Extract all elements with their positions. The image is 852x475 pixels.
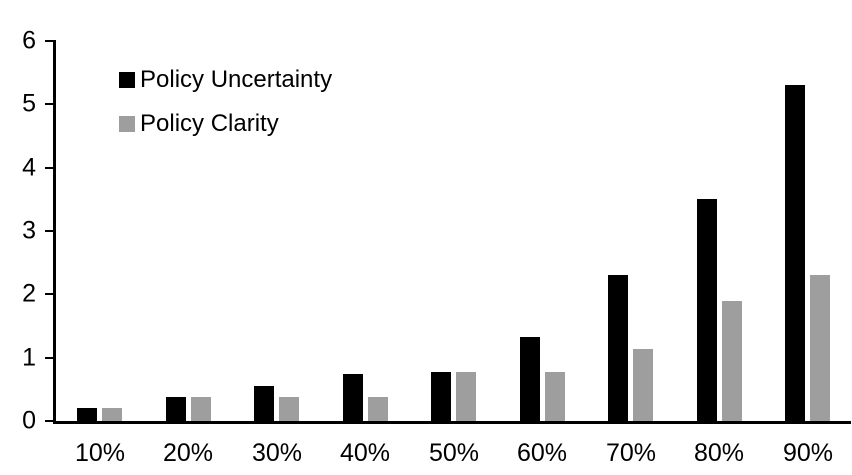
legend: Policy Uncertainty Policy Clarity: [119, 64, 332, 152]
bar-policy-clarity-60%: [545, 372, 565, 421]
x-category-label-20%: 20%: [162, 439, 214, 467]
y-tick-mark-5: [45, 103, 53, 105]
policy-uncertainty-label: Policy Uncertainty: [140, 66, 333, 93]
bar-policy-clarity-20%: [191, 397, 211, 421]
bar-policy-clarity-10%: [102, 408, 122, 421]
y-tick-mark-0: [45, 420, 53, 422]
bar-policy-clarity-70%: [633, 349, 653, 421]
bar-policy-clarity-90%: [810, 275, 830, 421]
x-category-label-70%: 70%: [605, 439, 657, 467]
bar-policy-uncertainty-80%: [697, 199, 717, 421]
y-tick-label-6: 6: [22, 26, 36, 55]
policy-clarity-label: Policy Clarity: [140, 110, 279, 137]
bar-policy-uncertainty-90%: [785, 85, 805, 421]
y-tick-mark-6: [45, 40, 53, 42]
y-tick-label-2: 2: [22, 279, 36, 308]
x-category-label-90%: 90%: [782, 439, 834, 467]
bar-policy-clarity-80%: [722, 301, 742, 421]
x-category-label-60%: 60%: [516, 439, 568, 467]
y-tick-mark-4: [45, 167, 53, 169]
y-tick-mark-2: [45, 293, 53, 295]
x-axis-line: [53, 421, 851, 424]
bar-policy-uncertainty-20%: [166, 397, 186, 421]
y-tick-mark-1: [45, 357, 53, 359]
legend-item-policy-clarity: Policy Clarity: [119, 108, 332, 140]
y-tick-label-5: 5: [22, 89, 36, 118]
y-tick-label-4: 4: [22, 153, 36, 182]
x-category-label-10%: 10%: [74, 439, 126, 467]
y-tick-label-1: 1: [22, 343, 36, 372]
bar-policy-uncertainty-60%: [520, 337, 540, 421]
bar-policy-clarity-40%: [368, 397, 388, 421]
bar-policy-uncertainty-50%: [431, 372, 451, 421]
x-category-label-50%: 50%: [428, 439, 480, 467]
y-tick-label-3: 3: [22, 216, 36, 245]
bar-policy-uncertainty-30%: [254, 386, 274, 421]
y-tick-label-0: 0: [22, 406, 36, 435]
policy-clarity-swatch: [119, 116, 135, 132]
x-category-label-30%: 30%: [251, 439, 303, 467]
bar-policy-clarity-50%: [456, 372, 476, 421]
x-category-label-80%: 80%: [693, 439, 745, 467]
x-category-label-40%: 40%: [339, 439, 391, 467]
bar-policy-uncertainty-10%: [77, 408, 97, 421]
bar-policy-uncertainty-70%: [608, 275, 628, 421]
legend-item-policy-uncertainty: Policy Uncertainty: [119, 64, 332, 96]
bar-policy-clarity-30%: [279, 397, 299, 421]
bar-policy-uncertainty-40%: [343, 374, 363, 421]
y-tick-mark-3: [45, 230, 53, 232]
policy-uncertainty-swatch: [119, 72, 135, 88]
y-axis-line: [53, 40, 56, 424]
